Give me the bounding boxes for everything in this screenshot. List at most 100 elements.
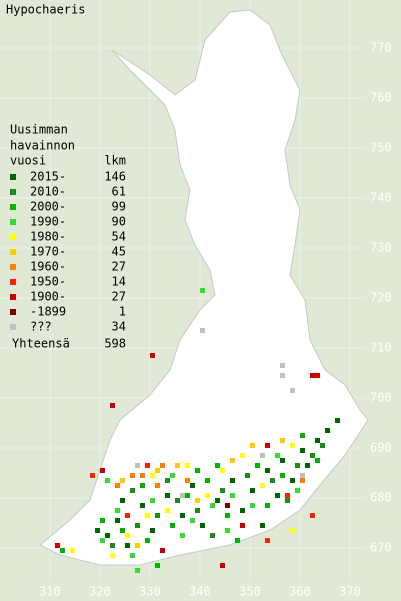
- observation-square: [295, 463, 300, 468]
- observation-square: [315, 438, 320, 443]
- observation-square: [290, 528, 295, 533]
- observation-square: [195, 498, 200, 503]
- observation-square: [125, 533, 130, 538]
- legend-swatch: [10, 219, 16, 225]
- observation-square: [300, 478, 305, 483]
- observation-square: [175, 463, 180, 468]
- observation-square: [305, 463, 310, 468]
- observation-square: [185, 463, 190, 468]
- observation-square: [115, 483, 120, 488]
- y-tick-label: 740: [370, 191, 392, 205]
- observation-square: [150, 473, 155, 478]
- observation-square: [280, 438, 285, 443]
- observation-square: [270, 478, 275, 483]
- x-tick-label: 330: [139, 585, 161, 599]
- observation-square: [240, 523, 245, 528]
- legend-swatch: [10, 249, 16, 255]
- legend-label: 1900-: [30, 290, 66, 304]
- observation-square: [250, 443, 255, 448]
- y-tick-label: 770: [370, 41, 392, 55]
- count-header: lkm: [104, 154, 126, 168]
- legend-label: 2000-: [30, 200, 66, 214]
- observation-square: [165, 508, 170, 513]
- observation-square: [315, 373, 320, 378]
- observation-square: [195, 508, 200, 513]
- y-tick-label: 730: [370, 241, 392, 255]
- observation-square: [140, 503, 145, 508]
- observation-square: [55, 543, 60, 548]
- legend-label: ???: [30, 320, 52, 334]
- observation-square: [265, 468, 270, 473]
- observation-square: [280, 458, 285, 463]
- observation-square: [125, 513, 130, 518]
- observation-square: [205, 493, 210, 498]
- legend-swatch: [10, 309, 16, 315]
- observation-square: [215, 463, 220, 468]
- observation-square: [95, 528, 100, 533]
- observation-square: [155, 513, 160, 518]
- legend-label: 2010-: [30, 185, 66, 199]
- legend-count: 34: [112, 320, 126, 334]
- legend-swatch: [10, 324, 16, 330]
- observation-square: [245, 473, 250, 478]
- observation-square: [145, 513, 150, 518]
- legend-swatch: [10, 279, 16, 285]
- observation-square: [335, 418, 340, 423]
- observation-square: [220, 563, 225, 568]
- observation-square: [260, 453, 265, 458]
- legend-title: vuosi: [10, 154, 46, 168]
- observation-square: [120, 498, 125, 503]
- observation-square: [115, 518, 120, 523]
- y-tick-label: 720: [370, 291, 392, 305]
- observation-square: [130, 553, 135, 558]
- legend-count: 14: [112, 275, 126, 289]
- legend-count: 1: [119, 305, 126, 319]
- legend-count: 99: [112, 200, 126, 214]
- observation-square: [295, 488, 300, 493]
- observation-square: [130, 488, 135, 493]
- observation-square: [155, 468, 160, 473]
- x-tick-label: 310: [39, 585, 61, 599]
- observation-square: [100, 538, 105, 543]
- observation-square: [185, 493, 190, 498]
- observation-square: [145, 463, 150, 468]
- observation-square: [300, 433, 305, 438]
- observation-square: [165, 478, 170, 483]
- legend-label: -1899: [30, 305, 66, 319]
- y-tick-label: 670: [370, 541, 392, 555]
- observation-square: [90, 473, 95, 478]
- legend-count: 27: [112, 290, 126, 304]
- finland-outline: [39, 9, 369, 566]
- observation-square: [195, 468, 200, 473]
- observation-square: [70, 548, 75, 553]
- legend-label: 2015-: [30, 170, 66, 184]
- observation-square: [135, 543, 140, 548]
- observation-square: [310, 373, 315, 378]
- observation-square: [175, 498, 180, 503]
- legend-count: 54: [112, 230, 126, 244]
- observation-square: [210, 503, 215, 508]
- observation-square: [200, 288, 205, 293]
- x-tick-label: 350: [239, 585, 261, 599]
- y-tick-label: 680: [370, 491, 392, 505]
- observation-square: [240, 508, 245, 513]
- y-tick-label: 750: [370, 141, 392, 155]
- total: 598: [104, 337, 126, 351]
- observation-square: [240, 453, 245, 458]
- legend: 2015- 146 2010- 61 2000- 99 1990- 90 1980- 54 1970…: [10, 170, 126, 334]
- legend-title: Uusimman: [10, 123, 68, 137]
- observation-square: [100, 518, 105, 523]
- observation-square: [250, 503, 255, 508]
- legend-swatch: [10, 204, 16, 210]
- observation-square: [255, 463, 260, 468]
- observations: [55, 288, 340, 573]
- legend-label: 1990-: [30, 215, 66, 229]
- observation-square: [180, 513, 185, 518]
- observation-square: [205, 478, 210, 483]
- observation-square: [280, 473, 285, 478]
- title: Hypochaeris: [6, 3, 85, 17]
- observation-square: [265, 443, 270, 448]
- observation-square: [225, 503, 230, 508]
